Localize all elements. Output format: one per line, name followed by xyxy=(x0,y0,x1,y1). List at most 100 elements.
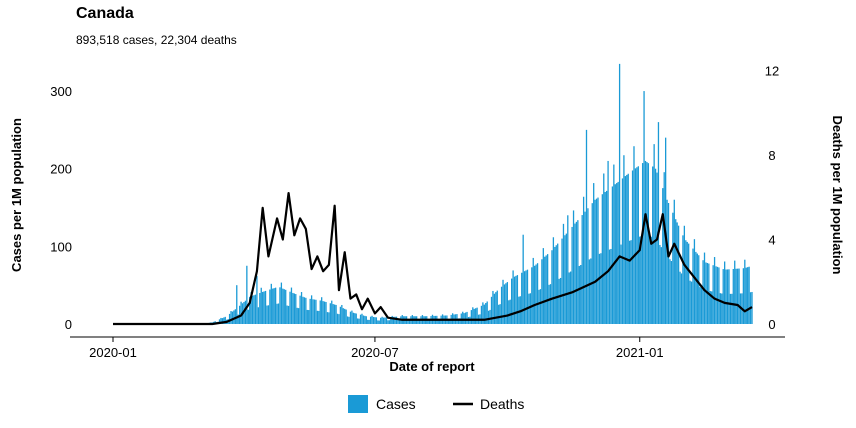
cases-bar xyxy=(316,310,319,324)
cases-bar xyxy=(696,253,698,324)
cases-bar xyxy=(270,283,272,324)
cases-bar xyxy=(541,259,543,324)
cases-bar xyxy=(496,290,498,324)
cases-bar xyxy=(516,275,519,324)
y-right-axis-ticks: 0 4 8 12 xyxy=(765,64,779,332)
y-left-tick-label: 0 xyxy=(65,317,72,332)
cases-bar xyxy=(295,294,297,324)
cases-bar xyxy=(610,248,612,324)
cases-bar xyxy=(256,275,258,324)
cases-bar xyxy=(542,248,544,324)
cases-bar xyxy=(266,305,268,324)
cases-bar xyxy=(742,268,745,324)
cases-bar xyxy=(489,309,491,324)
cases-bar xyxy=(250,292,252,324)
cases-bar xyxy=(374,317,376,324)
cases-bar xyxy=(680,273,683,324)
cases-bar xyxy=(552,237,555,324)
cases-bar xyxy=(522,234,524,324)
cases-bar xyxy=(292,292,294,324)
cases-bar xyxy=(689,280,691,324)
cases-bar xyxy=(570,271,572,324)
cases-bar xyxy=(617,181,619,324)
cases-bar xyxy=(395,316,398,324)
cases-bar xyxy=(523,271,526,324)
cases-bar xyxy=(509,299,511,324)
cases-bar xyxy=(748,266,750,324)
cases-bar xyxy=(470,310,473,324)
cases-bar xyxy=(385,317,388,324)
cases-bar xyxy=(643,91,645,324)
cases-bar xyxy=(532,257,534,324)
cases-bar xyxy=(351,310,353,324)
cases-bar xyxy=(315,299,317,324)
cases-bar xyxy=(368,319,370,324)
cases-bar xyxy=(719,293,721,324)
cases-bar xyxy=(695,251,697,324)
cases-bar xyxy=(575,221,578,324)
cases-bar xyxy=(336,313,339,324)
cases-bar xyxy=(685,240,687,324)
cases-bar xyxy=(251,295,254,324)
cases-bar xyxy=(565,233,567,324)
cases-bar xyxy=(555,245,557,324)
cases-bar xyxy=(407,319,409,324)
cases-bar xyxy=(528,293,530,324)
cases-bar xyxy=(662,188,664,324)
cases-bar xyxy=(480,305,483,324)
cases-bar xyxy=(554,246,556,324)
cases-bar xyxy=(728,269,730,324)
cases-bar xyxy=(626,174,628,324)
cases-bar xyxy=(218,319,221,324)
cases-bar xyxy=(493,293,496,324)
cases-bar xyxy=(274,287,277,324)
cases-bar xyxy=(641,163,644,324)
cases-bar xyxy=(613,164,615,324)
cases-bar xyxy=(328,312,330,324)
cases-bar xyxy=(499,304,501,324)
cases-bar xyxy=(375,317,378,324)
cases-bar xyxy=(557,243,559,324)
cases-bars xyxy=(201,63,753,325)
cases-bar xyxy=(333,304,336,324)
cases-bar xyxy=(290,287,293,324)
cases-bar xyxy=(473,308,475,324)
cases-bar xyxy=(260,287,262,324)
cases-bar xyxy=(534,265,536,324)
cases-bar xyxy=(483,304,485,324)
cases-bar xyxy=(495,292,497,324)
cases-bar xyxy=(500,286,503,324)
cases-bar xyxy=(548,284,550,324)
cases-bar xyxy=(475,308,477,324)
cases-bar xyxy=(654,168,657,324)
cases-bar xyxy=(224,316,226,324)
cases-bar xyxy=(313,299,316,324)
cases-bar xyxy=(521,272,523,324)
cases-bar xyxy=(223,317,225,324)
cases-bar xyxy=(636,167,638,324)
cases-bar xyxy=(293,293,295,324)
cases-bar xyxy=(264,290,267,324)
cases-bar xyxy=(372,317,375,324)
cases-bar xyxy=(352,312,354,324)
cases-bar xyxy=(601,194,603,324)
cases-bar xyxy=(472,307,474,324)
y-right-tick-label: 4 xyxy=(768,233,775,248)
cases-bar xyxy=(682,235,684,324)
cases-bar xyxy=(513,276,516,324)
cases-bar xyxy=(508,300,510,324)
cases-bar xyxy=(310,295,313,324)
cases-bar xyxy=(397,319,399,324)
cases-bar xyxy=(371,315,373,324)
cases-bar xyxy=(657,122,660,325)
cases-bar xyxy=(744,259,746,324)
cases-bar xyxy=(312,299,314,324)
cases-bar xyxy=(228,313,231,324)
cases-bar xyxy=(549,284,552,324)
cases-bar xyxy=(692,248,694,324)
cases-bar xyxy=(623,155,625,324)
cases-bar xyxy=(721,293,723,324)
cases-bar xyxy=(302,296,304,324)
cases-bar xyxy=(637,166,639,324)
